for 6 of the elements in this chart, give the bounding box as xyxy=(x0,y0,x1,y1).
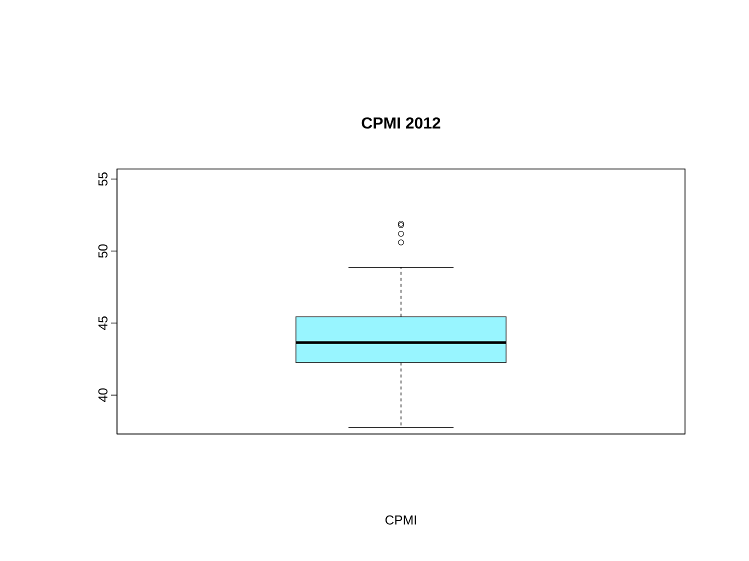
y-tick-label: 55 xyxy=(98,172,108,186)
y-tick-label: 50 xyxy=(98,244,108,258)
y-tick-label: 40 xyxy=(98,388,108,402)
text: CPMI xyxy=(385,515,416,525)
y-tick-label: 45 xyxy=(98,316,108,330)
chart-title: CPMI 2012 xyxy=(362,117,440,129)
